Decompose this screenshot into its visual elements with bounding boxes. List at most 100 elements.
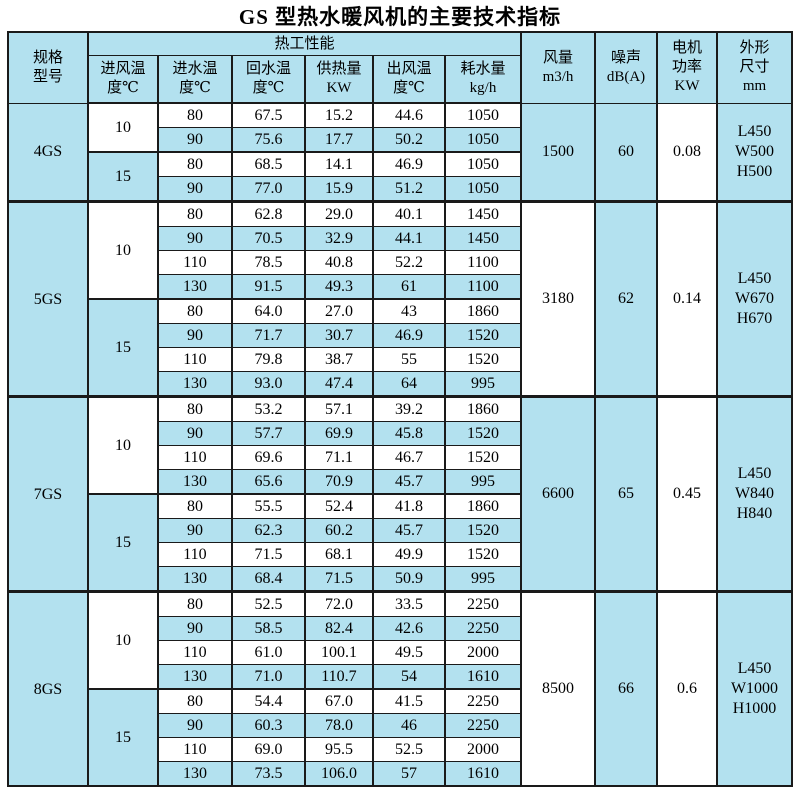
inlet-water-temp-cell: 110 <box>156 347 233 372</box>
inlet-water-temp-cell: 90 <box>156 127 233 153</box>
table-row: 110 78.5 40.8 52.2 1100 <box>8 250 792 275</box>
heat-output-cell: 15.2 <box>303 102 374 128</box>
heat-output-cell: 32.9 <box>303 226 374 251</box>
outlet-air-temp-cell: 46 <box>371 713 446 738</box>
heat-output-cell: 40.8 <box>303 250 374 275</box>
table-row: 110 61.0 100.1 49.5 2000 <box>8 640 792 665</box>
heat-output-cell: 27.0 <box>303 298 374 324</box>
heat-output-cell: 15.9 <box>303 176 374 202</box>
table-title: GS 型热水暖风机的主要技术指标 <box>238 5 562 29</box>
header-row-top: 规格 型号 热工性能 风量 m3/h 噪声 dB(A) 电机 功率 KW 外形 … <box>6 31 794 104</box>
return-water-temp-cell: 93.0 <box>230 371 306 397</box>
inlet-water-temp-cell: 110 <box>156 640 233 665</box>
inlet-water-temp-cell: 130 <box>156 274 233 300</box>
water-consumption-cell: 995 <box>443 371 523 397</box>
inlet-water-temp-cell: 90 <box>156 713 233 738</box>
heat-output-cell: 29.0 <box>303 200 374 227</box>
return-water-temp-cell: 55.5 <box>230 493 306 519</box>
header-outlet-air-temp: 出风温 度℃ <box>371 55 446 104</box>
motor-power-cell: 0.6 <box>656 590 719 787</box>
dimensions-cell: L450 W840 H840 <box>716 395 794 592</box>
water-consumption-cell: 1610 <box>443 664 523 690</box>
spec-table: 规格 型号 热工性能 风量 m3/h 噪声 dB(A) 电机 功率 KW 外形 … <box>6 31 794 787</box>
table-row: 130 93.0 47.4 64 995 <box>8 371 792 397</box>
water-consumption-cell: 1050 <box>443 127 523 153</box>
water-consumption-cell: 1610 <box>443 761 523 787</box>
outlet-air-temp-cell: 44.6 <box>371 102 446 128</box>
return-water-temp-cell: 77.0 <box>230 176 306 202</box>
inlet-water-temp-cell: 130 <box>156 469 233 495</box>
table-row: 90 71.7 30.7 46.9 1520 <box>8 323 792 348</box>
inlet-water-temp-cell: 80 <box>156 395 233 422</box>
inlet-water-temp-cell: 80 <box>156 298 233 324</box>
water-consumption-cell: 1050 <box>443 151 523 177</box>
return-water-temp-cell: 71.5 <box>230 542 306 567</box>
outlet-air-temp-cell: 52.2 <box>371 250 446 275</box>
header-return-water-temp: 回水温 度℃ <box>230 55 306 104</box>
motor-power-cell: 0.14 <box>656 200 719 397</box>
noise-cell: 65 <box>594 395 659 592</box>
table-row: 130 68.4 71.5 50.9 995 <box>8 566 792 592</box>
inlet-water-temp-cell: 80 <box>156 200 233 227</box>
dimensions-cell: L450 W500 H500 <box>716 102 794 202</box>
motor-power-cell: 0.08 <box>656 102 719 202</box>
water-consumption-cell: 2250 <box>443 713 523 738</box>
heat-output-cell: 71.1 <box>303 445 374 470</box>
table-row: 4GS 10 80 67.5 15.2 44.6 1050 1500 60 0.08 L450 W5… <box>6 102 794 202</box>
outlet-air-temp-cell: 64 <box>371 371 446 397</box>
inlet-water-temp-cell: 90 <box>156 176 233 202</box>
heat-output-cell: 17.7 <box>303 127 374 153</box>
heat-output-cell: 70.9 <box>303 469 374 495</box>
heat-output-cell: 69.9 <box>303 421 374 446</box>
inlet-water-temp-cell: 90 <box>156 226 233 251</box>
outlet-air-temp-cell: 42.6 <box>371 616 446 641</box>
return-water-temp-cell: 78.5 <box>230 250 306 275</box>
heat-output-cell: 95.5 <box>303 737 374 762</box>
inlet-air-temp-cell: 15 <box>86 151 159 202</box>
motor-power-cell: 0.45 <box>656 395 719 592</box>
table-row: 7GS 10 80 53.2 57.1 39.2 1860 6600 65 0.45 L450 W8… <box>6 395 794 592</box>
water-consumption-cell: 1520 <box>443 421 523 446</box>
outlet-air-temp-cell: 44.1 <box>371 226 446 251</box>
water-consumption-cell: 1100 <box>443 274 523 300</box>
inlet-water-temp-cell: 110 <box>156 445 233 470</box>
table-row: 15 80 64.0 27.0 43 1860 <box>8 298 792 397</box>
inlet-water-temp-cell: 80 <box>156 151 233 177</box>
outlet-air-temp-cell: 40.1 <box>371 200 446 227</box>
heat-output-cell: 38.7 <box>303 347 374 372</box>
heat-output-cell: 47.4 <box>303 371 374 397</box>
inlet-water-temp-cell: 130 <box>156 566 233 592</box>
return-water-temp-cell: 65.6 <box>230 469 306 495</box>
heat-output-cell: 78.0 <box>303 713 374 738</box>
return-water-temp-cell: 70.5 <box>230 226 306 251</box>
header-inlet-air-temp: 进风温 度℃ <box>86 55 159 104</box>
header-thermal-group: 热工性能 <box>86 31 523 56</box>
inlet-water-temp-cell: 110 <box>156 250 233 275</box>
outlet-air-temp-cell: 41.8 <box>371 493 446 519</box>
inlet-water-temp-cell: 90 <box>156 616 233 641</box>
inlet-air-temp-cell: 10 <box>86 200 159 300</box>
heat-output-cell: 60.2 <box>303 518 374 543</box>
heat-output-cell: 49.3 <box>303 274 374 300</box>
header-motor-power: 电机 功率 KW <box>656 31 719 104</box>
return-water-temp-cell: 62.3 <box>230 518 306 543</box>
inlet-water-temp-cell: 90 <box>156 323 233 348</box>
dimensions-cell: L450 W670 H670 <box>716 200 794 397</box>
return-water-temp-cell: 91.5 <box>230 274 306 300</box>
header-heat-output: 供热量 KW <box>303 55 374 104</box>
heat-output-cell: 100.1 <box>303 640 374 665</box>
water-consumption-cell: 1520 <box>443 445 523 470</box>
table-row: 130 91.5 49.3 61 1100 <box>8 274 792 300</box>
water-consumption-cell: 995 <box>443 469 523 495</box>
water-consumption-cell: 1450 <box>443 226 523 251</box>
inlet-air-temp-cell: 15 <box>86 298 159 397</box>
water-consumption-cell: 1520 <box>443 542 523 567</box>
table-row: 90 57.7 69.9 45.8 1520 <box>8 421 792 446</box>
noise-cell: 60 <box>594 102 659 202</box>
heat-output-cell: 68.1 <box>303 542 374 567</box>
outlet-air-temp-cell: 50.2 <box>371 127 446 153</box>
header-air-volume: 风量 m3/h <box>520 31 597 104</box>
inlet-water-temp-cell: 130 <box>156 664 233 690</box>
table-row: 130 65.6 70.9 45.7 995 <box>8 469 792 495</box>
